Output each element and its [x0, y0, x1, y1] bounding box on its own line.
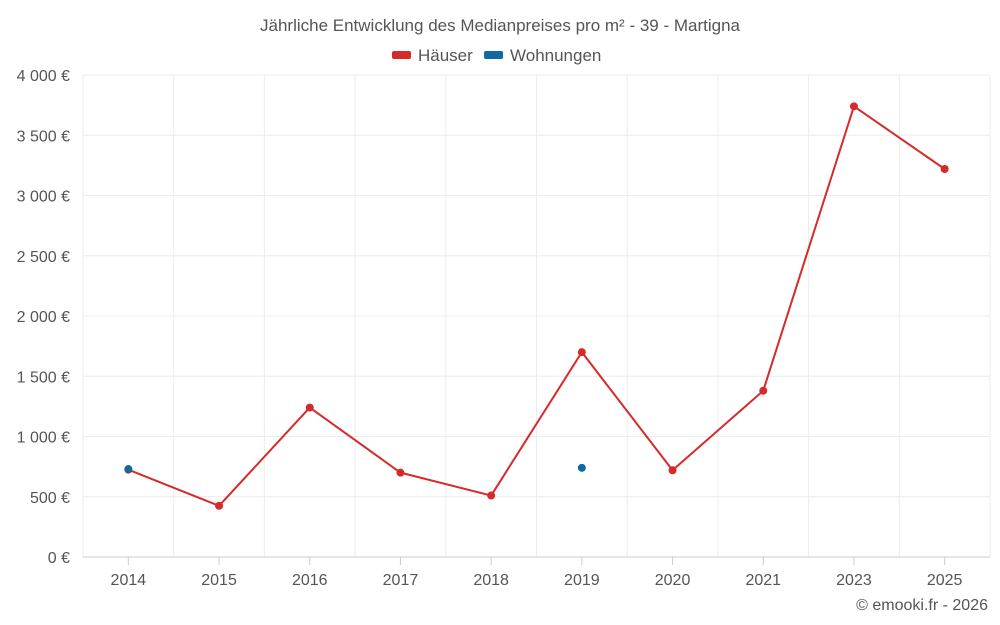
data-point-haeuser[interactable] [577, 348, 586, 357]
legend-label-haeuser: Häuser [418, 46, 473, 65]
y-tick-label: 1 500 € [17, 369, 70, 386]
y-tick-label: 3 000 € [17, 189, 70, 206]
data-point-haeuser[interactable] [668, 466, 677, 475]
legend-swatch-haeuser [392, 51, 411, 59]
series-wohnungen [124, 463, 586, 474]
legend-swatch-wohnungen [484, 51, 503, 59]
y-tick-label: 0 € [48, 550, 70, 567]
axes: 0 € 500 € 1 000 € 1 500 € 2 000 € 2 500 € 3 00… [17, 68, 963, 589]
x-tick-label: 2023 [836, 572, 872, 589]
data-point-haeuser[interactable] [215, 501, 224, 510]
data-point-haeuser[interactable] [759, 386, 768, 395]
data-point-wohnungen[interactable] [124, 465, 133, 474]
legend-item-haeuser[interactable]: Häuser [392, 46, 473, 65]
chart-title: Jährliche Entwicklung des Medianpreises … [260, 16, 741, 35]
x-tick-label: 2018 [473, 572, 509, 589]
data-point-haeuser[interactable] [487, 491, 496, 500]
x-tick-label: 2021 [745, 572, 781, 589]
x-tick-label: 2016 [292, 572, 328, 589]
y-tick-label: 2 000 € [17, 309, 70, 326]
y-tick-label: 500 € [30, 490, 70, 507]
data-point-haeuser[interactable] [849, 102, 858, 111]
grid [82, 74, 991, 558]
x-tick-label: 2015 [201, 572, 237, 589]
y-tick-label: 4 000 € [17, 68, 70, 85]
x-tick-label: 2017 [383, 572, 419, 589]
data-point-haeuser[interactable] [305, 403, 314, 412]
credit-text: © emooki.fr - 2026 [856, 597, 988, 614]
data-point-haeuser[interactable] [940, 164, 949, 173]
data-point-wohnungen[interactable] [577, 463, 586, 472]
y-tick-label: 2 500 € [17, 249, 70, 266]
data-point-haeuser[interactable] [396, 468, 405, 477]
x-tick-label: 2025 [927, 572, 963, 589]
y-tick-label: 3 500 € [17, 128, 70, 145]
x-tick-label: 2020 [655, 572, 691, 589]
series-layer [124, 102, 949, 510]
series-line-haeuser [127, 105, 946, 507]
series-haeuser [124, 102, 949, 510]
x-tick-label: 2014 [111, 572, 147, 589]
x-tick-label: 2019 [564, 572, 600, 589]
y-tick-label: 1 000 € [17, 430, 70, 447]
legend: Häuser Wohnungen [392, 46, 601, 65]
legend-item-wohnungen[interactable]: Wohnungen [484, 46, 601, 65]
legend-label-wohnungen: Wohnungen [510, 46, 601, 65]
